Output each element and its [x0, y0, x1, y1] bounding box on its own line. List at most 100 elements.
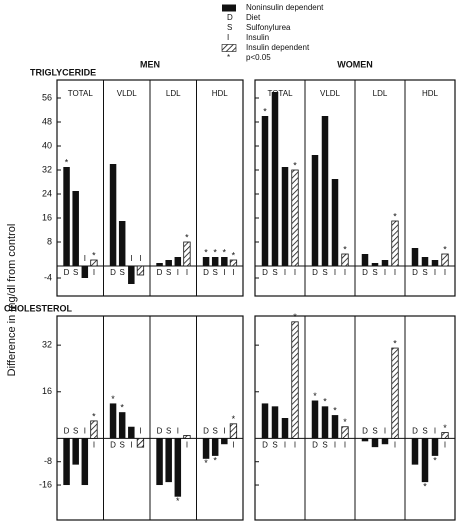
significance-mark: * [343, 417, 347, 427]
category-label: D [312, 441, 318, 450]
category-label: I [84, 427, 86, 436]
category-label: I [444, 268, 446, 277]
category-label: D [362, 268, 368, 277]
bar [156, 263, 163, 266]
chart-title: TRIGLYCERIDE [30, 67, 96, 77]
y-tick-label: 32 [42, 340, 52, 350]
category-label: I [394, 268, 396, 277]
significance-mark: * [293, 160, 297, 170]
bar [174, 438, 182, 497]
bar [136, 437, 145, 448]
category-label: I [139, 427, 141, 436]
panel-title: HDL [212, 89, 229, 98]
chart-title: CHOLESTEROL [4, 303, 73, 313]
significance-mark: * [263, 106, 267, 116]
significance-mark: * [92, 250, 96, 260]
category-label: I [434, 268, 436, 277]
panel-title: TOTAL [68, 89, 94, 98]
bar [311, 155, 319, 266]
bar [165, 438, 172, 483]
category-label: D [412, 268, 418, 277]
legend-label: Sulfonylurea [246, 23, 291, 32]
bar [361, 438, 369, 442]
bar [90, 420, 98, 439]
y-tick-label: 56 [42, 92, 52, 102]
significance-mark: * [393, 338, 397, 348]
category-label: S [120, 441, 125, 450]
bar [441, 432, 449, 439]
significance-mark: * [232, 250, 236, 260]
significance-mark: * [185, 232, 189, 242]
significance-mark: * [393, 211, 397, 221]
y-tick-label: 24 [42, 188, 52, 198]
significance-mark: * [120, 403, 124, 413]
category-label: D [157, 268, 163, 277]
category-label: S [272, 268, 277, 277]
bar [291, 169, 299, 267]
bar [411, 248, 419, 266]
bar [341, 253, 349, 267]
legend-label: p<0.05 [246, 53, 271, 62]
bar [441, 253, 449, 267]
category-label: D [203, 427, 209, 436]
category-label: S [166, 427, 171, 436]
bar [281, 167, 289, 266]
category-label: I [177, 268, 179, 277]
category-label: D [262, 441, 268, 450]
category-label: D [64, 427, 70, 436]
category-label: I [294, 268, 296, 277]
significance-mark: * [204, 247, 208, 257]
category-label: I [294, 441, 296, 450]
bar [202, 257, 210, 266]
significance-mark: * [333, 405, 337, 415]
bar [229, 423, 238, 439]
category-label: D [412, 427, 418, 436]
bar [321, 116, 329, 266]
category-label: S [372, 427, 377, 436]
bar [229, 259, 238, 267]
category-label: S [322, 268, 327, 277]
category-label: I [177, 427, 179, 436]
category-label: S [422, 427, 427, 436]
category-label: S [213, 427, 218, 436]
category-label: I [384, 427, 386, 436]
y-tick-label: 48 [42, 116, 52, 126]
bar [221, 438, 228, 445]
category-label: S [120, 268, 125, 277]
category-label: I [232, 441, 234, 450]
category-label: I [93, 441, 95, 450]
significance-mark: * [323, 397, 327, 407]
significance-mark: * [204, 458, 208, 468]
legend-symbol: * [227, 53, 230, 62]
category-label: I [444, 441, 446, 450]
category-label: S [213, 268, 218, 277]
y-tick-label: -8 [44, 456, 52, 466]
bar [136, 265, 145, 276]
category-label: I [186, 441, 188, 450]
category-label: I [139, 254, 141, 263]
bar [211, 257, 219, 266]
bar [183, 435, 191, 439]
bar [411, 438, 419, 465]
y-tick-label: 16 [42, 386, 52, 396]
category-label: D [312, 268, 318, 277]
bar [156, 438, 163, 486]
legend-label: Insulin dependent [246, 43, 310, 52]
category-label: S [73, 427, 78, 436]
category-label: S [372, 268, 377, 277]
bar [381, 438, 389, 445]
significance-mark: * [443, 423, 447, 433]
bar [109, 403, 117, 439]
bar [281, 418, 289, 439]
category-label: I [344, 441, 346, 450]
bar [431, 438, 439, 456]
significance-mark: * [223, 247, 227, 257]
legend-symbol: S [227, 23, 232, 32]
panel-title: TOTAL [267, 89, 293, 98]
bar [221, 257, 228, 266]
category-label: I [284, 268, 286, 277]
bar [391, 347, 399, 439]
significance-mark: * [293, 312, 297, 322]
significance-mark: * [232, 414, 236, 424]
